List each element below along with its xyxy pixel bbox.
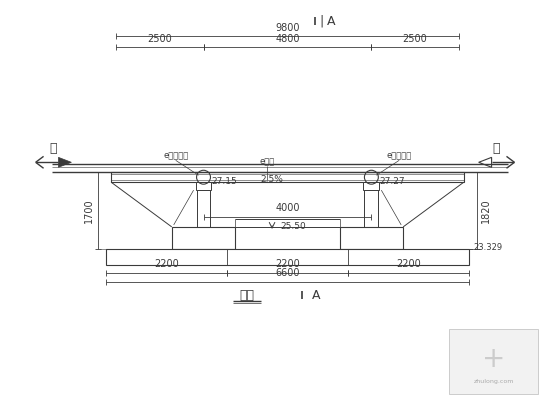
Text: |: | xyxy=(320,15,324,28)
Text: +: + xyxy=(482,345,505,373)
Text: 1820: 1820 xyxy=(480,198,491,223)
Text: 9800: 9800 xyxy=(275,23,300,33)
Bar xyxy=(197,190,211,227)
Text: 2200: 2200 xyxy=(275,259,300,269)
Bar xyxy=(363,182,379,190)
Text: 4000: 4000 xyxy=(275,203,300,213)
Text: 27.15: 27.15 xyxy=(212,177,237,186)
Text: e台背前沿: e台背前沿 xyxy=(163,151,188,160)
Polygon shape xyxy=(479,158,492,167)
Text: 2.5%: 2.5% xyxy=(260,175,283,184)
Text: 北: 北 xyxy=(50,142,57,155)
Bar xyxy=(449,329,538,394)
Text: A: A xyxy=(312,289,320,302)
Polygon shape xyxy=(58,158,71,167)
Text: 1700: 1700 xyxy=(84,198,94,223)
Bar xyxy=(106,249,469,265)
Text: zhulong.com: zhulong.com xyxy=(473,379,514,384)
Text: 2200: 2200 xyxy=(396,259,421,269)
Text: 2500: 2500 xyxy=(403,34,427,44)
Bar xyxy=(339,227,403,249)
Bar xyxy=(111,172,464,182)
Text: e台背前沿: e台背前沿 xyxy=(386,151,412,160)
Text: 25.50: 25.50 xyxy=(280,222,306,231)
Text: 4800: 4800 xyxy=(275,34,300,44)
Bar xyxy=(365,190,379,227)
Text: 2500: 2500 xyxy=(147,34,172,44)
Text: A: A xyxy=(326,15,335,28)
Text: 27.27: 27.27 xyxy=(379,177,405,186)
Text: 立面: 立面 xyxy=(240,289,255,302)
Text: e中心: e中心 xyxy=(259,158,275,166)
Text: 23.329: 23.329 xyxy=(474,243,503,252)
Text: 南: 南 xyxy=(493,142,500,155)
Bar xyxy=(172,227,235,249)
Text: 6600: 6600 xyxy=(275,268,300,278)
Text: 2200: 2200 xyxy=(154,259,179,269)
Bar xyxy=(195,182,212,190)
